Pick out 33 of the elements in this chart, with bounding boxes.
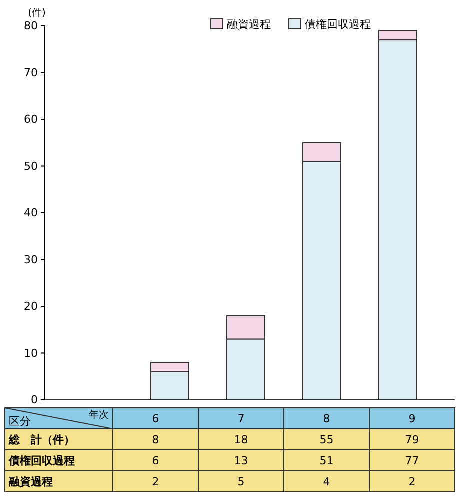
- y-tick-label: 40: [24, 206, 38, 220]
- text: 年次: [89, 409, 109, 421]
- x-tick-label: 7: [238, 412, 245, 426]
- text: 債権回収過程: [9, 454, 75, 468]
- text: 融資過程: [9, 476, 53, 488]
- data-label: 13: [234, 454, 248, 468]
- data-label: 4: [323, 476, 330, 488]
- legend-label: 融資過程: [227, 18, 271, 31]
- text: 区分: [9, 415, 31, 428]
- data-label: 51: [320, 454, 334, 468]
- x-tick-label: 9: [408, 412, 416, 426]
- y-tick-label: 70: [24, 66, 38, 80]
- total-label: 79: [405, 434, 420, 446]
- x-tick-label: 6: [152, 412, 160, 426]
- y-tick-label: 80: [24, 20, 38, 33]
- legend-label: 債権回収過程: [305, 18, 371, 31]
- text: 総 計（件）: [8, 434, 75, 446]
- data-label: 6: [152, 454, 160, 468]
- data-label: 2: [408, 476, 416, 488]
- data-label: 5: [238, 476, 245, 488]
- y-tick-label: 30: [24, 253, 38, 266]
- total-label: 55: [320, 434, 334, 446]
- y-tick-label: 60: [24, 113, 38, 126]
- y-tick-label: 10: [24, 346, 38, 360]
- data-label: 77: [405, 454, 420, 468]
- x-tick-label: 8: [323, 412, 330, 426]
- y-tick-label: 0: [31, 394, 38, 407]
- y-tick-label: 20: [24, 300, 38, 314]
- y-tick-label: 50: [24, 160, 38, 173]
- y-axis-title: (件): [28, 8, 46, 19]
- total-label: 8: [152, 434, 160, 446]
- total-label: 18: [234, 434, 248, 446]
- data-label: 2: [152, 476, 160, 488]
